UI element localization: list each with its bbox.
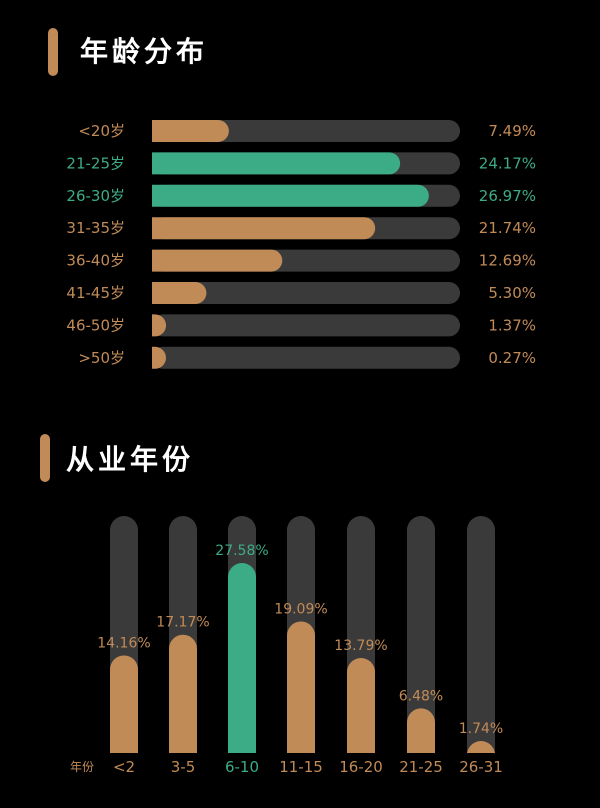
age-bar	[152, 346, 167, 369]
age-bar-track	[152, 314, 460, 337]
age-value-label: 5.30%	[488, 284, 536, 302]
age-category-label: >50岁	[78, 349, 125, 367]
year-value-label: 13.79%	[334, 638, 387, 654]
age-value-label: 12.69%	[479, 252, 536, 270]
age-section-title: 年龄分布	[80, 35, 209, 68]
age-bar-track	[152, 120, 460, 142]
year-value-label: 6.48%	[399, 688, 443, 704]
year-value-label: 1.74%	[459, 721, 503, 737]
age-value-label: 0.27%	[488, 349, 536, 367]
age-bar	[152, 184, 429, 207]
industry-section-marker	[40, 434, 50, 482]
age-value-label: 26.97%	[479, 187, 536, 205]
age-category-label: 46-50岁	[66, 316, 125, 334]
age-category-label: 21-25岁	[66, 154, 125, 172]
year-bar	[347, 658, 375, 753]
age-value-label: 7.49%	[488, 122, 536, 140]
year-bar-track	[467, 516, 495, 753]
year-value-label: 17.17%	[156, 615, 209, 631]
age-category-label: 36-40岁	[66, 252, 125, 270]
year-category-label: <2	[113, 758, 135, 776]
age-category-label: 41-45岁	[66, 284, 125, 302]
age-bar	[152, 120, 229, 142]
age-value-label: 21.74%	[479, 219, 536, 237]
year-category-label: 6-10	[225, 758, 259, 776]
year-category-label: 21-25	[399, 758, 443, 776]
year-category-label: 3-5	[171, 758, 196, 776]
age-bar-track	[152, 282, 460, 304]
age-bar	[152, 249, 283, 272]
age-bar	[152, 282, 207, 304]
year-bar	[407, 708, 436, 753]
year-bar-track	[407, 516, 435, 753]
age-bar	[152, 217, 376, 240]
age-category-label: <20岁	[78, 122, 125, 140]
year-bar	[110, 655, 138, 753]
age-bar	[152, 314, 167, 337]
age-bar-track	[152, 346, 460, 369]
year-category-label: 11-15	[279, 758, 323, 776]
year-category-label: 26-31	[459, 758, 503, 776]
industry-years-chart: 14.16% <2 17.17% 3-5 27.58% 6-10 19.09% 11-15 13…	[70, 516, 503, 776]
age-category-label: 31-35岁	[66, 219, 125, 237]
year-value-label: 19.09%	[274, 601, 327, 617]
x-axis-label: 年份	[70, 760, 94, 774]
year-category-label: 16-20	[339, 758, 383, 776]
age-distribution-chart: <20岁 7.49% 21-25岁 24.17% 26-30岁 26.97% 31-35岁 2…	[66, 120, 536, 369]
industry-section-title: 从业年份	[66, 443, 195, 476]
age-value-label: 1.37%	[488, 316, 536, 334]
age-value-label: 24.17%	[479, 154, 536, 172]
age-category-label: 26-30岁	[66, 187, 125, 205]
year-bar	[467, 741, 495, 756]
year-value-label: 14.16%	[97, 635, 150, 651]
year-bar	[287, 621, 315, 753]
age-section-marker	[48, 28, 58, 76]
year-value-label: 27.58%	[215, 543, 268, 559]
year-bar	[228, 563, 256, 753]
year-bar	[169, 634, 197, 753]
age-bar	[152, 152, 401, 175]
